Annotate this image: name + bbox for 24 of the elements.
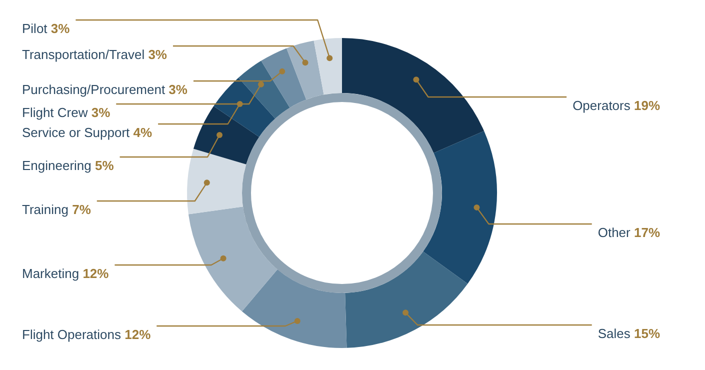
data-label: 15% (634, 326, 660, 341)
slice-label: Engineering (22, 158, 92, 173)
slice-label: Other (598, 225, 632, 240)
slice-label: Sales (598, 326, 631, 341)
slice-label: Flight Crew (22, 105, 88, 120)
data-label: 12% (82, 266, 110, 281)
slice-label: Operators (572, 98, 631, 113)
data-label: 3% (50, 21, 70, 36)
slice-label: Pilot (22, 21, 48, 36)
data-label: 3% (91, 105, 111, 120)
data-label: 3% (168, 82, 188, 97)
data-label: 7% (72, 202, 92, 217)
data-label: 3% (148, 47, 168, 62)
slice-label: Purchasing/Procurement (22, 82, 166, 97)
slice-label: Marketing (22, 266, 80, 281)
data-label: 19% (634, 98, 660, 113)
data-label: 4% (133, 125, 153, 140)
data-label: 12% (124, 327, 152, 342)
slice-label: Training (22, 202, 68, 217)
data-label: 5% (95, 158, 114, 173)
data-label: 17% (634, 225, 660, 240)
slice-label: Transportation/Travel (22, 47, 145, 62)
slice-label: Service or Support (22, 125, 130, 140)
slice-label: Flight Operations (22, 327, 122, 342)
